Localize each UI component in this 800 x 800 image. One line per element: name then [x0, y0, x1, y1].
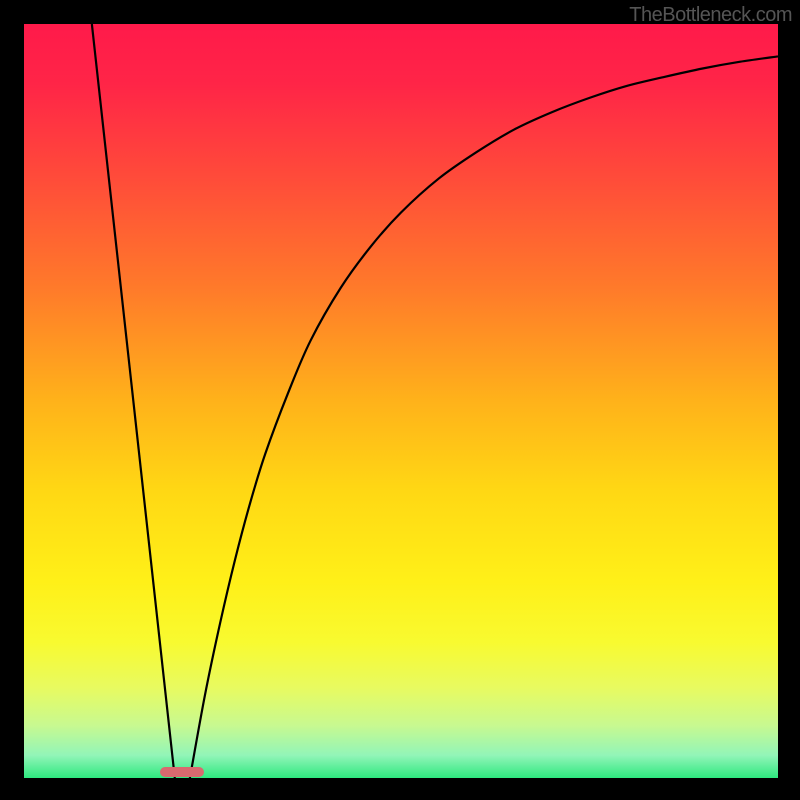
left-descending-line — [92, 24, 175, 778]
bottleneck-curve — [24, 24, 778, 778]
plot-frame — [24, 24, 778, 778]
watermark-text: TheBottleneck.com — [629, 4, 792, 27]
optimal-point-marker — [160, 767, 204, 778]
chart-container: TheBottleneck.com — [0, 0, 800, 800]
right-ascending-curve — [190, 56, 778, 778]
